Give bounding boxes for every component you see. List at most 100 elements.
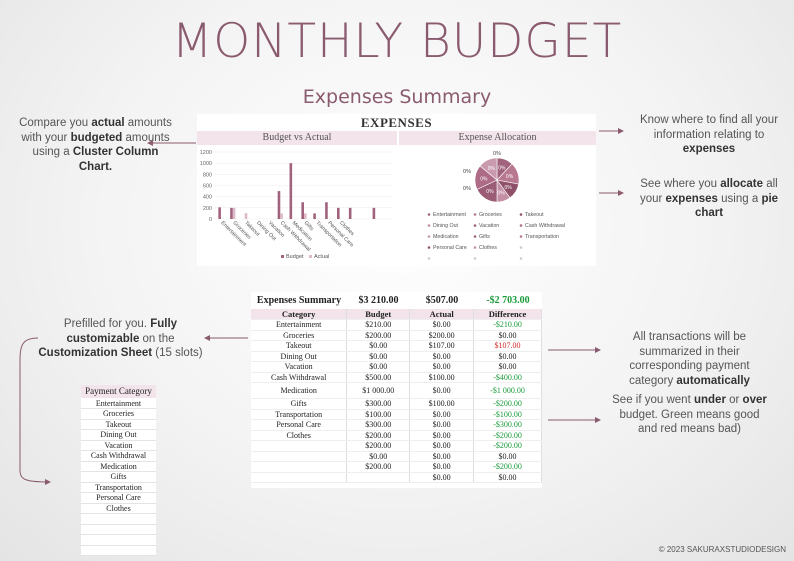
- payment-category-item: Vacation: [81, 440, 156, 451]
- pie-chart: 0%0%0%0%0%0%0%0%0%0%Entertainment Groceri…: [427, 151, 565, 260]
- payment-category-item: Entertainment: [81, 398, 156, 409]
- summary-table: Category Budget Actual Difference Entert…: [251, 309, 542, 483]
- category-cell: Gifts: [251, 398, 348, 410]
- actual-cell: $100.00: [409, 398, 475, 410]
- budget-cell: $0.00: [346, 361, 411, 373]
- category-cell: [251, 472, 348, 483]
- category-cell: Personal Care: [251, 419, 348, 431]
- category-cell: Cash Withdrawal: [251, 372, 348, 383]
- pie-outer-label: 0%: [493, 151, 501, 157]
- note-prefilled: Prefilled for you. Fully customizable on…: [38, 318, 203, 359]
- actual-cell: $0.00: [409, 409, 475, 420]
- table-row: Dining Out $0.00 $0.00 $0.00: [251, 351, 542, 362]
- y-tick-label: 400: [203, 195, 212, 201]
- category-cell: Vacation: [251, 361, 348, 373]
- budget-cell: $0.00: [346, 340, 411, 352]
- pie-chart-title: Expense Allocation: [399, 131, 596, 145]
- y-tick-label: 1000: [200, 161, 212, 167]
- payment-category-item: Dining Out: [81, 429, 156, 441]
- legend-marker: [473, 246, 477, 249]
- bar-budget: [230, 207, 233, 219]
- bar-chart: 020040060080010001200EntertainmentGrocer…: [200, 150, 393, 260]
- budget-cell: $0.00: [346, 451, 411, 462]
- payment-category-item: Takeout: [81, 419, 156, 430]
- note-over-under: See if you went under or over budget. Gr…: [612, 394, 767, 435]
- table-row: $200.00 $0.00 -$200.00: [251, 461, 542, 473]
- copyright: © 2023 SAKURAXSTUDIODESIGN: [658, 545, 786, 554]
- summary-budget-total: $3 210.00: [358, 295, 399, 306]
- pie-slice-label: 0%: [486, 189, 494, 195]
- table-row: Cash Withdrawal $500.00 $100.00 -$400.00: [251, 372, 542, 383]
- difference-cell: -$200.00: [473, 398, 542, 410]
- payment-category-item: Medication: [81, 461, 156, 472]
- page-subtitle: Expenses Summary: [302, 86, 492, 108]
- legend-label: Gifts: [479, 234, 490, 240]
- page-title: MONTHLY BUDGET: [171, 14, 623, 69]
- actual-cell: $0.00: [409, 440, 475, 452]
- difference-cell: $0.00: [473, 472, 542, 483]
- category-cell: Groceries: [251, 330, 348, 341]
- budget-cell: $100.00: [346, 409, 411, 420]
- difference-cell: -$1 000.00: [473, 382, 542, 399]
- difference-cell: $107.00: [473, 340, 542, 352]
- summary-panel: Expenses Summary $3 210.00 $507.00 -$2 7…: [251, 292, 542, 488]
- header-category: Category: [251, 309, 348, 320]
- bar-actual: [280, 213, 283, 219]
- payment-category-table: Entertainment Groceries Takeout Dining Out V…: [81, 398, 156, 556]
- actual-cell: $0.00: [409, 472, 475, 483]
- table-row: Vacation $0.00 $0.00 $0.00: [251, 361, 542, 373]
- legend-marker: [473, 213, 477, 216]
- budget-cell: $200.00: [346, 330, 411, 341]
- legend-label: Personal Care: [433, 245, 467, 251]
- summary-actual-total: $507.00: [425, 295, 459, 306]
- table-row: $200.00 $0.00 -$200.00: [251, 440, 542, 452]
- table-row: Takeout $0.00 $107.00 $107.00: [251, 340, 542, 352]
- legend-label: Clothes: [479, 245, 497, 251]
- pie-slice-label: 0%: [506, 174, 514, 180]
- budget-cell: $200.00: [346, 430, 411, 441]
- budget-cell: $500.00: [346, 372, 411, 383]
- bar-actual: [232, 207, 236, 219]
- legend-label: Transportation: [525, 234, 559, 240]
- y-tick-label: 0: [209, 217, 212, 223]
- table-row: Entertainment $210.00 $0.00 -$210.00: [251, 319, 542, 331]
- category-cell: Transportation: [251, 409, 348, 420]
- actual-cell: $0.00: [409, 351, 475, 362]
- pie-slice-label: 0%: [498, 166, 506, 172]
- pie-slice-label: 0%: [497, 191, 505, 197]
- bar-budget: [348, 207, 352, 219]
- legend-marker: [427, 224, 431, 227]
- category-cell: Takeout: [251, 340, 348, 352]
- legend-marker: [519, 235, 523, 238]
- actual-cell: $0.00: [409, 461, 475, 473]
- legend-marker: [427, 235, 431, 238]
- difference-cell: $0.00: [473, 330, 542, 341]
- payment-category-item: Cash Withdrawal: [81, 450, 156, 462]
- pie-outer-label: 0%: [463, 169, 471, 175]
- bar-budget: [277, 191, 281, 219]
- difference-cell: $0.00: [473, 451, 542, 462]
- legend-marker: [427, 257, 431, 260]
- legend-marker: [519, 224, 523, 227]
- legend-marker: [473, 235, 477, 238]
- table-row: Medication $1 000.00 $0.00 -$1 000.00: [251, 382, 542, 399]
- pie-slice-label: 0%: [488, 166, 496, 172]
- header-budget: Budget: [346, 309, 411, 320]
- budget-cell: [346, 472, 411, 483]
- arrow-bracket: [19, 337, 51, 485]
- payment-category-item: Groceries: [81, 408, 156, 420]
- bar-chart-title: Budget vs Actual: [197, 131, 397, 145]
- y-tick-label: 600: [203, 184, 212, 190]
- header-difference: Difference: [473, 309, 542, 320]
- payment-category-item: [81, 545, 156, 556]
- legend-marker: [473, 257, 477, 260]
- legend-label: Budget: [286, 254, 304, 260]
- actual-cell: $0.00: [409, 361, 475, 373]
- bar-budget: [313, 213, 316, 219]
- expenses-heading: EXPENSES: [360, 115, 433, 130]
- note-column-chart: Compare you actual amounts with your bud…: [19, 117, 172, 173]
- note-expenses-info: Know where to find all your information …: [639, 114, 779, 155]
- legend-marker: [519, 257, 523, 260]
- pie-slice: [479, 157, 498, 181]
- legend-label: Vacation: [479, 223, 499, 229]
